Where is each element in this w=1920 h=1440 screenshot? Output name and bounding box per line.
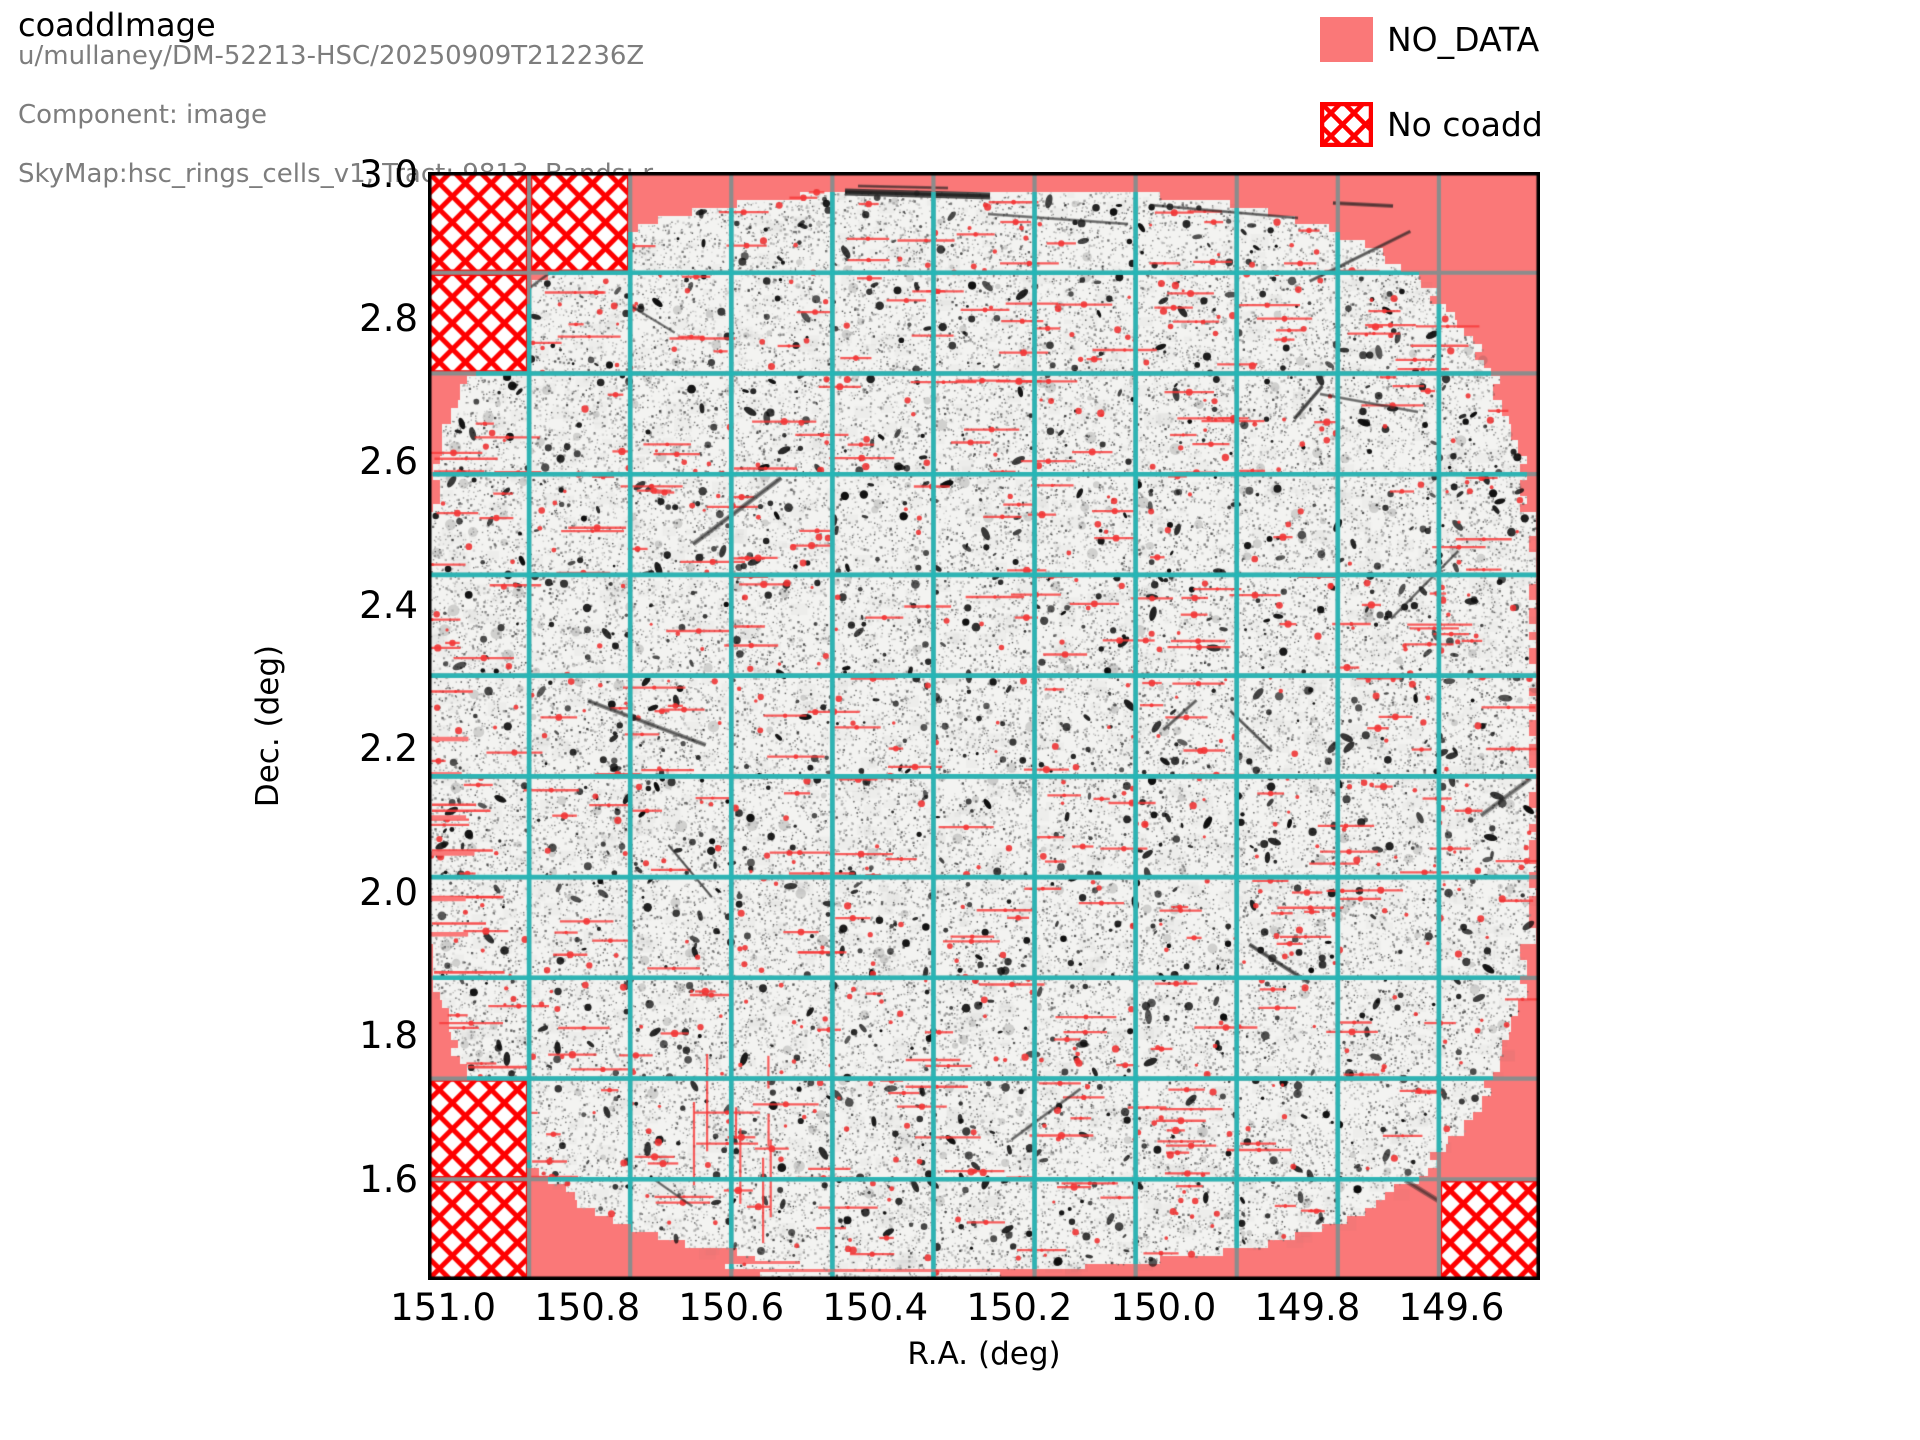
y-tick-label: 2.0	[359, 870, 418, 914]
y-tick-label: 2.4	[359, 583, 418, 627]
figure-title: coaddImage	[18, 6, 216, 44]
x-axis-label: R.A. (deg)	[907, 1336, 1061, 1372]
subtitle-collection: u/mullaney/DM-52213-HSC/20250909T212236Z	[18, 41, 645, 71]
x-tick-label: 149.8	[1254, 1286, 1361, 1329]
sky-image-canvas	[428, 172, 1540, 1280]
subtitle-component: Component: image	[18, 100, 267, 130]
y-tick-label: 3.0	[359, 153, 418, 197]
legend-label-no-coadd: No coadd	[1387, 105, 1543, 144]
no-data-swatch-icon	[1320, 17, 1373, 62]
x-tick-label: 150.4	[822, 1286, 929, 1329]
x-tick-label: 150.2	[966, 1286, 1073, 1329]
x-tick-label: 150.8	[534, 1286, 641, 1329]
x-tick-label: 150.0	[1110, 1286, 1217, 1329]
y-tick-label: 2.8	[359, 296, 418, 340]
no-coadd-swatch-icon	[1320, 102, 1373, 147]
legend-label-no-data: NO_DATA	[1387, 20, 1540, 59]
legend-item-no-coadd: No coadd	[1320, 102, 1543, 147]
x-tick-label: 149.6	[1398, 1286, 1505, 1329]
x-tick-label: 151.0	[390, 1286, 497, 1329]
x-tick-label: 150.6	[678, 1286, 785, 1329]
y-tick-label: 2.2	[359, 727, 418, 771]
legend-item-no-data: NO_DATA	[1320, 17, 1539, 62]
y-tick-label: 2.6	[359, 440, 418, 484]
y-tick-label: 1.8	[359, 1014, 418, 1058]
y-tick-label: 1.6	[359, 1157, 418, 1201]
y-axis-label: Dec. (deg)	[250, 644, 286, 808]
